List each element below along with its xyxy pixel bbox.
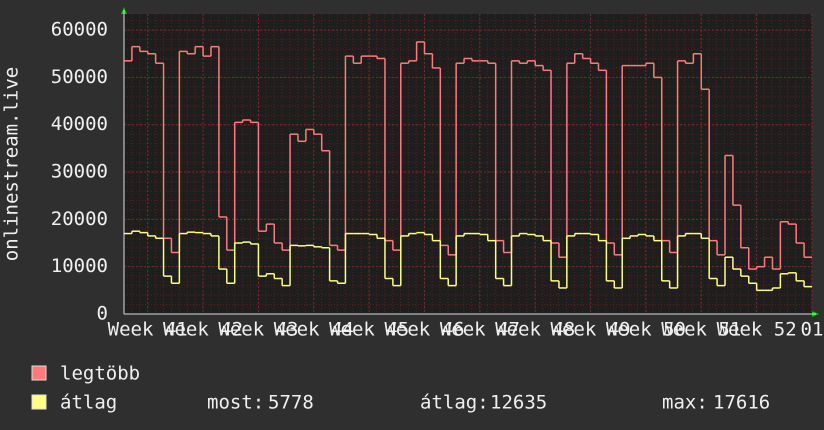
legend-swatch [31,394,47,410]
x-tick-label: Week 45 [329,319,409,341]
y-tick-label: 20000 [51,208,108,230]
x-tick-label: Week 50 [606,319,686,341]
legend-label: legtöbb [60,363,140,385]
x-tick-label: Week 46 [384,319,464,341]
y-tick-label: 30000 [51,161,108,183]
x-tick-label: Week 44 [274,319,354,341]
y-tick-label: 40000 [51,113,108,135]
stat-value: 17616 [713,392,770,414]
x-tick-label: Week 48 [495,319,575,341]
y-tick-label: 50000 [51,66,108,88]
y-axis-label: onlinestream.live [1,67,23,261]
legend-swatch [31,365,47,381]
stat-value: 5778 [268,392,314,414]
x-tick-label: Week 47 [440,319,520,341]
stat-label: átlag: [420,392,489,414]
legend-label: átlag [60,392,117,414]
x-tick-label: Week 51 [661,319,741,341]
stat-label: most: [207,392,264,414]
x-tick-label: 01 [801,319,824,341]
y-tick-label: 0 [97,303,108,325]
x-tick-label: Week 42 [163,319,243,341]
x-tick-label: Week 43 [218,319,298,341]
x-tick-label: Week 52 [717,319,797,341]
stat-value: 12635 [490,392,547,414]
stat-label: max: [662,392,708,414]
y-tick-label: 10000 [51,255,108,277]
y-tick-label: 60000 [51,19,108,41]
x-tick-label: Week 41 [108,319,188,341]
x-tick-label: Week 49 [551,319,631,341]
plot-area [124,14,812,314]
